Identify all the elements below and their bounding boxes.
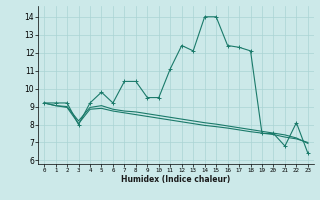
X-axis label: Humidex (Indice chaleur): Humidex (Indice chaleur) — [121, 175, 231, 184]
